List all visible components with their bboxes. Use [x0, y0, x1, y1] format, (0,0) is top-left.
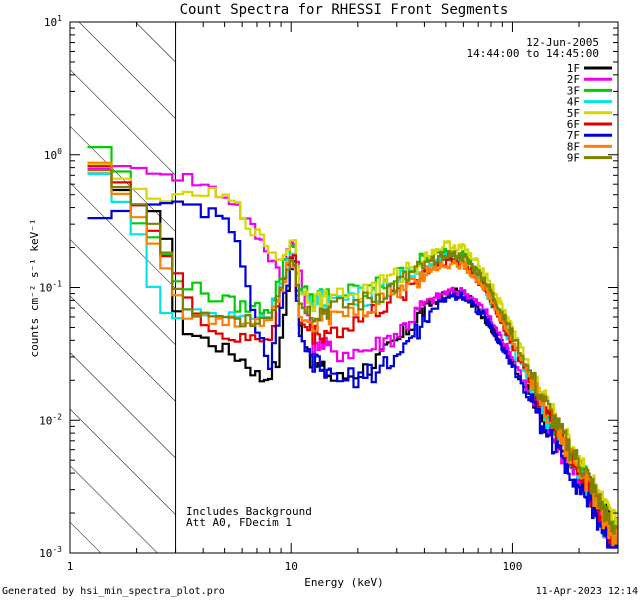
legend-label-6F: 6F [567, 118, 580, 131]
series-line-8F [87, 161, 618, 547]
x-tick-label: 100 [503, 560, 523, 573]
date-annotation: 12-Jun-2005 [526, 36, 599, 49]
attenuator-annotation: Att A0, FDecim 1 [186, 516, 292, 529]
legend-label-3F: 3F [567, 84, 580, 97]
legend-label-7F: 7F [567, 129, 580, 142]
legend-label-5F: 5F [567, 107, 580, 120]
series-line-7F [87, 200, 618, 549]
y-tick-label: 101 [44, 14, 62, 29]
x-axis-title: Energy (keV) [304, 576, 383, 589]
legend-label-9F: 9F [567, 152, 580, 165]
legend-label-2F: 2F [567, 73, 580, 86]
y-axis-title: counts cm⁻² s⁻¹ keV⁻¹ [28, 218, 41, 357]
chart-title: Count Spectra for RHESSI Front Segments [180, 2, 509, 18]
legend-label-8F: 8F [567, 140, 580, 153]
y-tick-label: 10-3 [39, 545, 62, 560]
legend: 1F 2F 3F 4F 5F 6F 7F 8F 9F [567, 62, 612, 165]
y-tick-label: 10-2 [39, 412, 62, 427]
series-line-5F [87, 163, 618, 530]
y-tick-label: 100 [44, 147, 62, 162]
legend-label-1F: 1F [567, 62, 580, 75]
series-layer [87, 146, 618, 549]
x-tick-label: 10 [285, 560, 298, 573]
y-tick-label: 10-1 [39, 280, 62, 295]
time-range-annotation: 14:44:00 to 14:45:00 [467, 47, 599, 60]
footer-timestamp: 11-Apr-2023 12:14 [536, 586, 638, 597]
x-tick-label: 1 [67, 560, 74, 573]
axis-ticks [69, 21, 619, 554]
series-line-9F [87, 169, 618, 535]
footer-generated-by: Generated by hsi_min_spectra_plot.pro [2, 586, 225, 597]
background-annotation: Includes Background [186, 505, 312, 518]
legend-label-4F: 4F [567, 96, 580, 109]
